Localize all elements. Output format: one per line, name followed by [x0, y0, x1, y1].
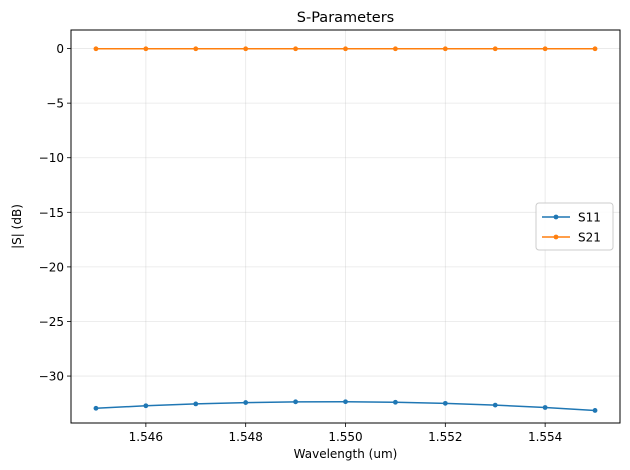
- x-tick-label: 1.552: [428, 430, 462, 444]
- x-tick-label: 1.548: [229, 430, 263, 444]
- y-tick-label: −25: [39, 315, 64, 329]
- y-tick-label: −20: [39, 260, 64, 274]
- data-point-s11: [492, 402, 498, 408]
- data-point-s11: [542, 405, 548, 410]
- data-point-s11: [343, 399, 348, 405]
- chart-title: S-Parameters: [297, 10, 394, 26]
- data-point-s11: [243, 400, 249, 405]
- data-point-s21: [143, 46, 149, 52]
- data-point-s21: [542, 46, 548, 52]
- x-tick-label: 1.546: [129, 430, 163, 444]
- data-point-s21: [243, 46, 249, 52]
- y-tick-label: −5: [46, 97, 64, 111]
- data-point-s11: [143, 403, 149, 409]
- legend-label-s11: S11: [578, 211, 601, 225]
- data-point-s21: [193, 46, 199, 52]
- x-axis-label: Wavelength (um): [294, 447, 398, 461]
- data-point-s11: [442, 400, 448, 406]
- x-tick-label: 1.554: [528, 430, 562, 444]
- data-point-s21: [343, 46, 348, 52]
- series-layer: [93, 46, 598, 413]
- y-axis-label: |S| (dB): [10, 204, 24, 249]
- y-tick-label: −30: [39, 370, 64, 384]
- legend-box: [535, 202, 614, 251]
- data-point-s21: [442, 46, 448, 52]
- data-point-s11: [393, 399, 398, 405]
- x-tick-label: 1.550: [328, 430, 362, 444]
- data-point-s21: [293, 46, 298, 52]
- data-point-s11: [293, 399, 298, 405]
- y-tick-label: 0: [56, 42, 64, 56]
- data-point-s21: [592, 46, 598, 52]
- legend-marker-s11: [553, 214, 559, 220]
- y-tick-label: −15: [39, 206, 64, 220]
- data-point-s21: [93, 46, 99, 52]
- ticks: 1.546 1.548 1.550 1.552 1.554 0 −5 −10 −15 −20 −25…: [39, 42, 563, 444]
- legend-marker-s21: [553, 234, 559, 240]
- data-point-s11: [193, 401, 199, 407]
- legend-label-s21: S21: [578, 231, 601, 245]
- data-point-s11: [592, 408, 598, 413]
- y-tick-label: −10: [39, 151, 64, 165]
- data-point-s21: [393, 46, 398, 52]
- data-point-s11: [93, 405, 99, 411]
- data-point-s21: [492, 46, 498, 52]
